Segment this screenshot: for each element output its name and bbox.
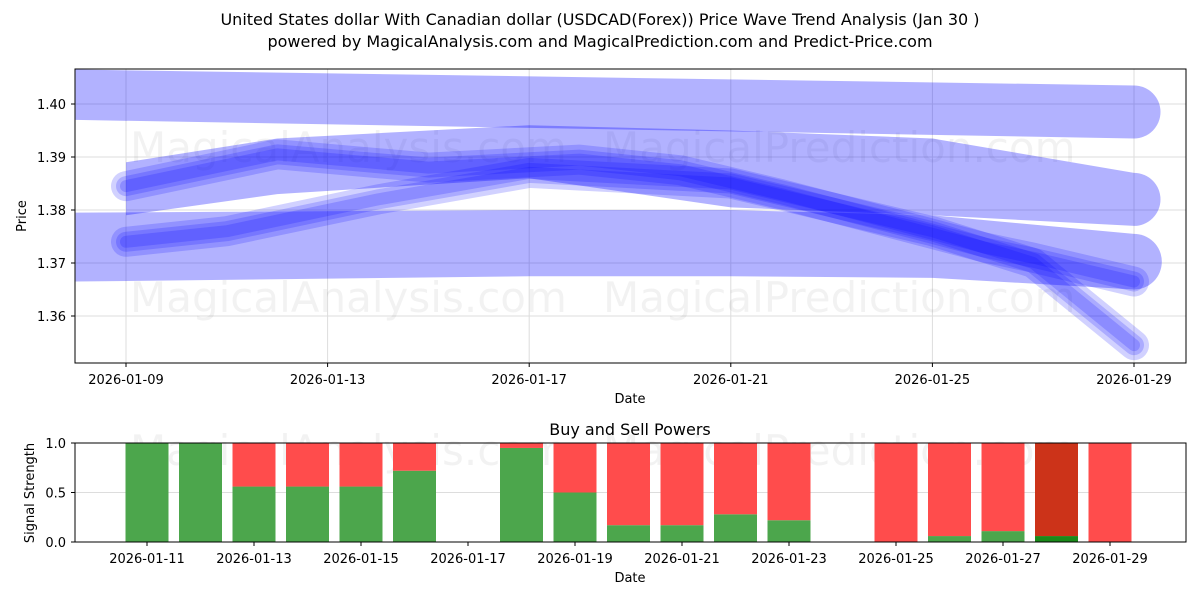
y-tick-label: 0.5 — [45, 487, 66, 502]
x-tick-label: 2026-01-19 — [537, 552, 613, 567]
buy-bar — [179, 443, 222, 542]
sell-bar — [500, 443, 543, 448]
buy-bar — [768, 520, 811, 542]
x-tick-label: 2026-01-27 — [965, 552, 1041, 567]
price-y-axis: 1.40 1.39 1.38 1.37 1.36 — [37, 98, 75, 325]
x-tick-label: 2026-01-25 — [895, 373, 971, 388]
y-tick-label: 1.40 — [37, 98, 66, 113]
x-tick-label: 2026-01-23 — [751, 552, 827, 567]
price-x-axis-label: Date — [614, 392, 645, 407]
x-tick-label: 2026-01-13 — [216, 552, 292, 567]
x-tick-label: 2026-01-17 — [491, 373, 567, 388]
y-tick-label: 1.38 — [37, 204, 66, 219]
buy-bar — [1035, 536, 1078, 542]
x-tick-label: 2026-01-21 — [644, 552, 720, 567]
buy-bar — [982, 531, 1025, 542]
buy-bar — [607, 525, 650, 542]
x-tick-label: 2026-01-29 — [1072, 552, 1148, 567]
buy-bar — [340, 487, 383, 542]
x-tick-label: 2026-01-25 — [858, 552, 934, 567]
y-tick-label: 0.0 — [45, 536, 66, 551]
sell-bar — [607, 443, 650, 525]
buy-bar — [500, 448, 543, 542]
buy-bar — [286, 487, 329, 542]
buy-bar — [126, 443, 169, 542]
x-tick-label: 2026-01-17 — [430, 552, 506, 567]
x-tick-label: 2026-01-29 — [1096, 373, 1172, 388]
sell-bar — [340, 443, 383, 487]
price-x-axis: 2026-01-09 2026-01-13 2026-01-17 2026-01-21… — [88, 363, 1172, 388]
watermark-text: MagicalAnalysis.com — [130, 273, 567, 322]
wave-band-cap — [1134, 173, 1161, 226]
price-wave-plot: MagicalAnalysis.comMagicalPrediction.com… — [15, 69, 1186, 407]
buy-bar — [233, 487, 276, 542]
buy-sell-plot: Buy and Sell Powers MagicalAnalysis.comM… — [23, 420, 1186, 586]
sell-bar — [661, 443, 704, 525]
y-tick-label: 1.36 — [37, 310, 66, 325]
chart-canvas: MagicalAnalysis.comMagicalPrediction.com… — [0, 0, 1200, 600]
sell-bar — [393, 443, 436, 471]
sell-bar — [928, 443, 971, 536]
sell-bar — [875, 443, 918, 542]
sell-bar — [286, 443, 329, 487]
y-tick-label: 1.39 — [37, 151, 66, 166]
buy-sell-x-axis-label: Date — [614, 571, 645, 586]
buy-bar — [554, 493, 597, 543]
x-tick-label: 2026-01-13 — [290, 373, 366, 388]
y-tick-label: 1.37 — [37, 257, 66, 272]
sell-bar — [1089, 443, 1132, 542]
price-y-axis-label: Price — [15, 200, 30, 232]
sell-bar — [768, 443, 811, 520]
sell-bar — [1035, 443, 1078, 536]
x-tick-label: 2026-01-09 — [88, 373, 164, 388]
buy-sell-x-axis: 2026-01-11 2026-01-13 2026-01-15 2026-01-17… — [109, 542, 1148, 567]
buy-bar — [661, 525, 704, 542]
sell-bar — [982, 443, 1025, 531]
y-tick-label: 1.0 — [45, 437, 66, 452]
x-tick-label: 2026-01-11 — [109, 552, 185, 567]
buy-bar — [393, 471, 436, 542]
x-tick-label: 2026-01-15 — [323, 552, 399, 567]
sell-bar — [714, 443, 757, 514]
buy-sell-y-axis: 1.0 0.5 0.0 — [45, 437, 75, 551]
sell-bar — [554, 443, 597, 493]
wave-band-cap — [1134, 85, 1161, 138]
buy-sell-y-axis-label: Signal Strength — [23, 443, 38, 543]
sell-bar — [233, 443, 276, 487]
buy-bar — [928, 536, 971, 542]
x-tick-label: 2026-01-21 — [693, 373, 769, 388]
buy-bar — [714, 514, 757, 542]
